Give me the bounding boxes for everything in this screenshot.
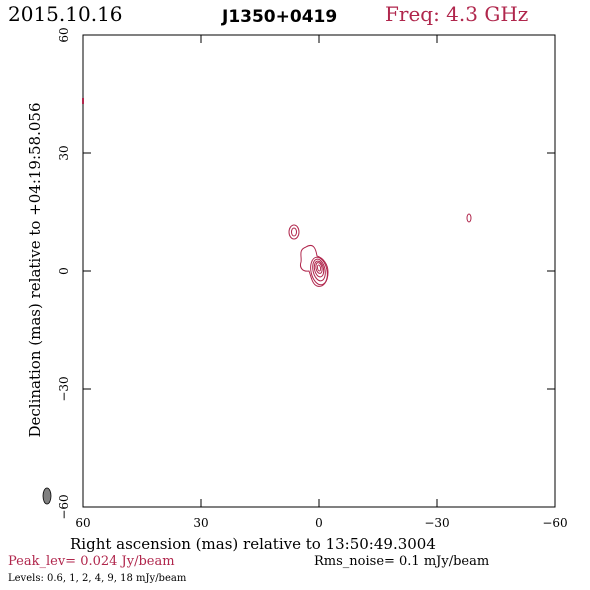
x-tick-label: 60 bbox=[75, 516, 90, 530]
x-tick-label: 0 bbox=[315, 516, 323, 530]
y-tick-label: 60 bbox=[57, 27, 71, 42]
x-tick-label: 30 bbox=[193, 516, 208, 530]
observation-date: 2015.10.16 bbox=[8, 2, 123, 26]
contour-levels: Levels: 0.6, 1, 2, 4, 9, 18 mJy/beam bbox=[8, 573, 187, 584]
beam-ellipse bbox=[42, 487, 52, 505]
y-ticks bbox=[83, 34, 555, 508]
y-tick-label: 0 bbox=[57, 267, 71, 275]
x-ticks bbox=[82, 35, 556, 507]
y-tick-label: −60 bbox=[57, 494, 71, 519]
rms-noise: Rms_noise= 0.1 mJy/beam bbox=[314, 554, 490, 569]
y-tick-label: −30 bbox=[57, 376, 71, 401]
x-tick-label: −30 bbox=[424, 516, 449, 530]
peak-level: Peak_lev= 0.024 Jy/beam bbox=[8, 554, 175, 569]
x-tick-label: −60 bbox=[542, 516, 567, 530]
y-tick-label: 30 bbox=[57, 145, 71, 160]
x-axis-label: Right ascension (mas) relative to 13:50:… bbox=[70, 535, 436, 553]
source-contours bbox=[82, 98, 472, 287]
frequency-label: Freq: 4.3 GHz bbox=[385, 2, 529, 26]
source-name: J1350+0419 bbox=[222, 7, 338, 27]
y-axis-label: Declination (mas) relative to +04:19:58.… bbox=[26, 102, 44, 438]
